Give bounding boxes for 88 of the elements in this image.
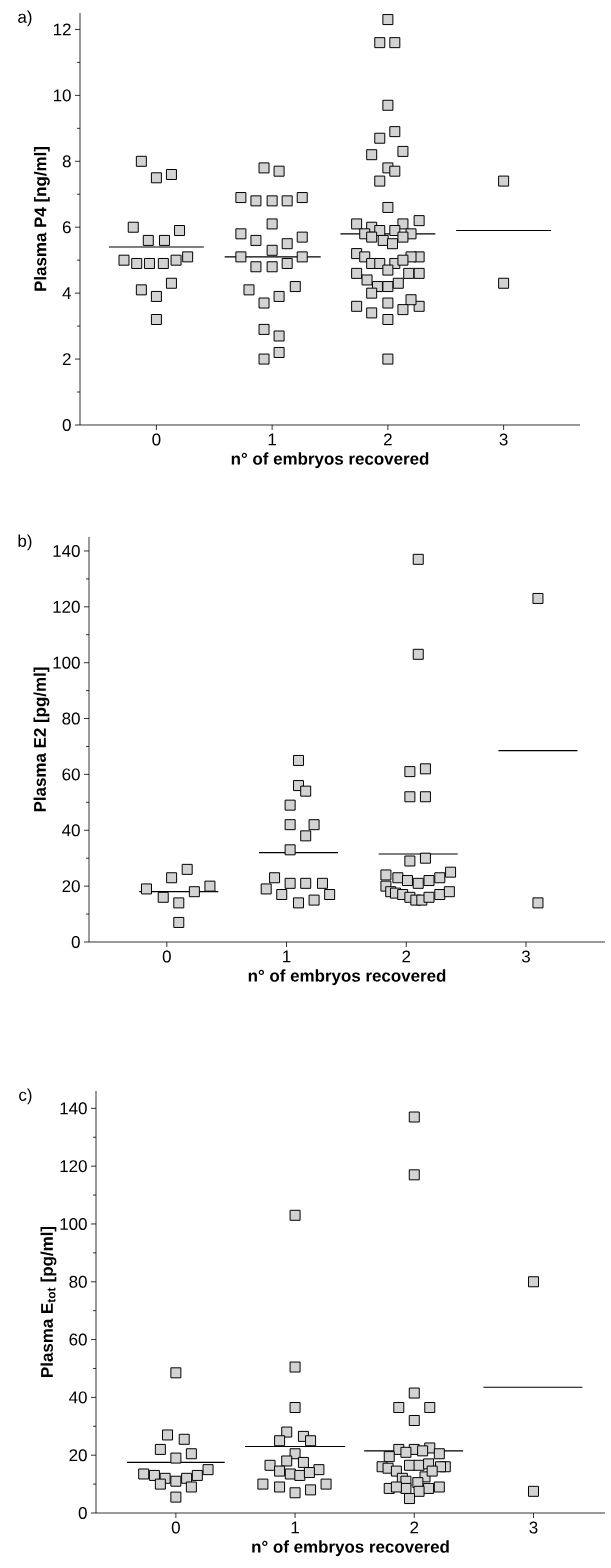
- point: [188, 886, 200, 898]
- x-tick-label: 3: [499, 433, 508, 446]
- point: [404, 791, 416, 803]
- y-tick-label: 6: [62, 221, 71, 234]
- y-tick-label: 0: [78, 1507, 87, 1519]
- y-tick-label: 80: [69, 1275, 87, 1288]
- point: [392, 872, 404, 884]
- point: [434, 872, 446, 884]
- point: [324, 889, 336, 901]
- y-tick-label: 60: [69, 1333, 87, 1346]
- y-tick-label: 40: [62, 824, 80, 837]
- y-tick-label: 20: [62, 880, 80, 893]
- y-tick-label: 60: [62, 768, 80, 781]
- y-tick-label: 100: [60, 1217, 87, 1230]
- point: [181, 863, 193, 875]
- point: [401, 875, 413, 887]
- point: [140, 883, 152, 895]
- x-tick-label: 0: [171, 1521, 180, 1534]
- x-tick-label: 1: [283, 950, 291, 963]
- point: [308, 819, 320, 831]
- point: [412, 877, 424, 889]
- x-axis-title: n° of embryos recovered: [248, 969, 446, 986]
- point: [284, 844, 296, 856]
- y-tick-label: 120: [60, 1160, 87, 1173]
- y-tick-label: 20: [69, 1449, 87, 1462]
- point: [412, 648, 424, 660]
- chart-title: c): [19, 1088, 32, 1105]
- point: [269, 872, 281, 884]
- y-tick-label: 120: [53, 600, 80, 613]
- point: [404, 766, 416, 778]
- point: [404, 855, 416, 867]
- point: [284, 799, 296, 811]
- point: [443, 886, 455, 898]
- y-tick-label: 40: [69, 1391, 87, 1404]
- y-tick-label: 8: [62, 155, 71, 168]
- x-tick-label: 3: [521, 950, 530, 963]
- point: [419, 852, 431, 864]
- y-axis-title: Plasma E$_{tot}$ [pg/ml]: [40, 1226, 57, 1377]
- x-tick-label: 2: [410, 1521, 419, 1534]
- point: [276, 889, 288, 901]
- point: [532, 897, 544, 909]
- point: [173, 916, 185, 928]
- y-tick-label: 80: [62, 712, 80, 725]
- y-tick-label: 140: [53, 544, 80, 557]
- point: [300, 877, 312, 889]
- x-tick-label: 1: [291, 1521, 299, 1534]
- point: [532, 592, 544, 604]
- point: [173, 897, 185, 909]
- y-tick-label: 140: [60, 1102, 87, 1115]
- point: [380, 869, 392, 881]
- point: [419, 791, 431, 803]
- x-tick-label: 0: [162, 950, 171, 963]
- y-tick-label: 12: [53, 23, 71, 36]
- point: [316, 877, 328, 889]
- y-tick-label: 4: [62, 287, 71, 299]
- point: [204, 880, 216, 892]
- point: [260, 883, 272, 895]
- x-tick-label: 2: [384, 433, 392, 446]
- point: [293, 897, 305, 909]
- point: [300, 830, 312, 842]
- x-tick-label: 3: [529, 1521, 538, 1534]
- chart-title: a): [18, 10, 32, 27]
- point: [434, 889, 446, 901]
- point: [419, 763, 431, 775]
- y-tick-label: 2: [62, 353, 71, 365]
- y-tick-label: 0: [62, 418, 71, 431]
- y-tick-label: 0: [71, 935, 80, 948]
- x-axis-title: n° of embryos recovered: [231, 452, 429, 469]
- point: [293, 754, 305, 766]
- x-tick-label: 2: [402, 950, 411, 963]
- point: [157, 891, 169, 903]
- x-tick-label: 0: [152, 433, 161, 446]
- point: [300, 785, 312, 797]
- chart-title: b): [18, 534, 32, 551]
- y-tick-label: 10: [53, 89, 71, 102]
- y-tick-label: 100: [53, 656, 80, 669]
- x-tick-label: 1: [268, 433, 277, 446]
- point: [166, 872, 178, 884]
- x-axis-title: n° of embryos recovered: [252, 1540, 449, 1557]
- y-axis-title: Plasma E2 [pg/ml]: [33, 667, 50, 812]
- y-axis-title: Plasma P4 [ng/ml]: [33, 147, 50, 291]
- point: [284, 877, 296, 889]
- point: [423, 875, 435, 887]
- point: [284, 819, 296, 831]
- point: [412, 553, 424, 565]
- point: [445, 866, 457, 878]
- point: [308, 894, 320, 906]
- point: [423, 891, 435, 903]
